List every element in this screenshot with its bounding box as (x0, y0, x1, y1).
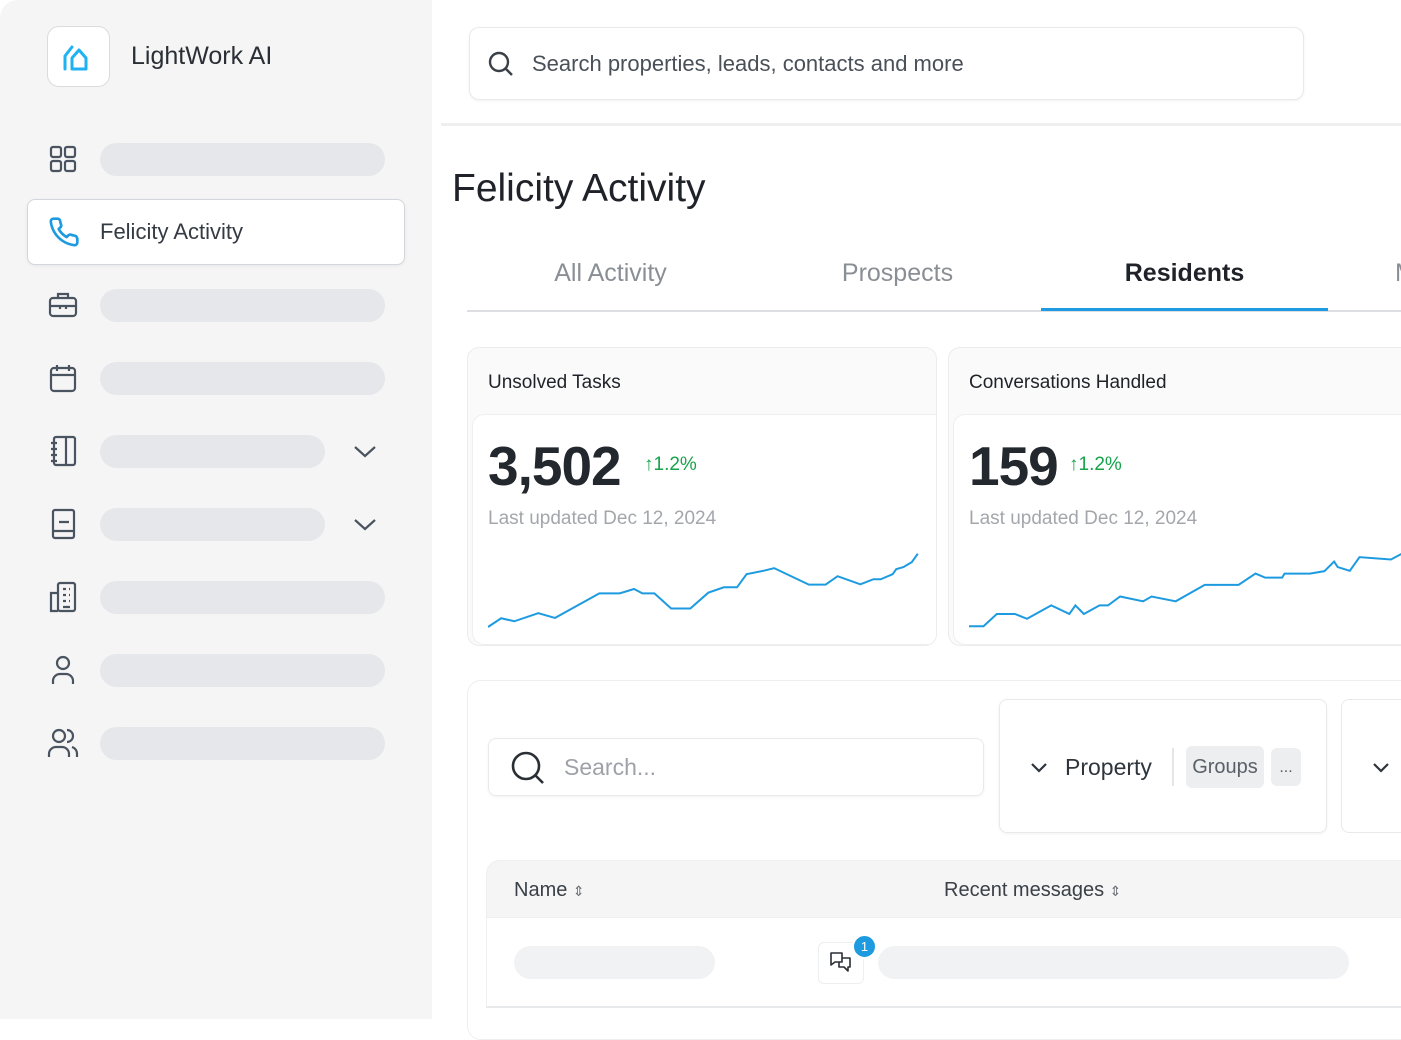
building-icon (47, 581, 79, 613)
book-icon (47, 508, 79, 540)
sparkline-conversations-handled (969, 552, 1401, 628)
chevron-down-icon[interactable] (352, 511, 378, 537)
tab-bar: All Activity Prospects Residents M (467, 245, 1401, 312)
stat-value: 159 (969, 435, 1059, 497)
table-row[interactable]: 1 (486, 918, 1401, 1008)
sidebar-item-placeholder[interactable] (100, 289, 385, 322)
column-header-name[interactable]: Name ⇕ (514, 879, 585, 902)
arrow-up-icon: ↑ (1069, 454, 1079, 475)
active-tab-indicator (1041, 308, 1328, 311)
sidebar-item-label: Felicity Activity (100, 219, 244, 244)
name-placeholder (514, 946, 715, 979)
sidebar-item-building[interactable] (47, 581, 79, 613)
stat-body (953, 414, 1401, 645)
sidebar-item-placeholder[interactable] (100, 654, 385, 687)
tab-prospects[interactable]: Prospects (841, 259, 954, 287)
secondary-filter[interactable] (1341, 699, 1401, 833)
page-title: Felicity Activity (452, 167, 706, 210)
sidebar-item-notebook[interactable] (47, 435, 79, 467)
search-placeholder: Search... (564, 754, 657, 780)
table-search-input[interactable]: Search... (488, 738, 984, 796)
sidebar-item-book[interactable] (47, 508, 79, 540)
grid-icon (47, 143, 79, 175)
global-search-input[interactable]: Search properties, leads, contacts and m… (469, 27, 1304, 100)
sort-icon: ⇕ (572, 883, 585, 899)
stat-updated: Last updated Dec 12, 2024 (488, 508, 717, 529)
stat-delta-value: 1.2% (1078, 454, 1122, 475)
stat-delta: ↑1.2% (644, 454, 697, 476)
chat-bubbles-icon (830, 952, 851, 972)
sidebar-item-dashboard[interactable] (47, 143, 79, 175)
notebook-icon (47, 435, 79, 467)
unread-badge: 1 (852, 934, 877, 959)
stat-title: Conversations Handled (969, 372, 1167, 393)
briefcase-icon (47, 289, 79, 321)
column-header-recent-messages[interactable]: Recent messages ⇕ (944, 879, 1121, 902)
tab-residents[interactable]: Residents (1124, 259, 1245, 287)
tab-all-activity[interactable]: All Activity (554, 259, 667, 287)
home-logo-icon (63, 45, 87, 70)
chevron-down-icon (1031, 763, 1047, 773)
sidebar-item-calendar[interactable] (47, 362, 79, 394)
sidebar-item-placeholder[interactable] (100, 435, 325, 468)
sidebar-item-placeholder[interactable] (100, 581, 385, 614)
sidebar-item-placeholder[interactable] (100, 362, 385, 395)
stat-delta-value: 1.2% (653, 454, 697, 475)
filter-separator (1172, 748, 1174, 786)
phone-icon (48, 216, 80, 253)
chevron-down-icon (1373, 763, 1389, 773)
stat-value: 3,502 (488, 435, 622, 497)
stat-updated: Last updated Dec 12, 2024 (969, 508, 1198, 529)
arrow-up-icon: ↑ (644, 454, 654, 475)
header-divider (441, 123, 1401, 126)
users-icon (47, 727, 79, 759)
sidebar-item-felicity-activity[interactable]: Felicity Activity (27, 199, 405, 265)
stat-card-unsolved-tasks: Unsolved Tasks 3,502 ↑1.2% Last updated … (467, 347, 937, 646)
sidebar-item-placeholder[interactable] (100, 508, 325, 541)
sidebar-item-users[interactable] (47, 727, 79, 759)
property-filter[interactable]: Property Groups ... (999, 699, 1327, 833)
search-placeholder: Search properties, leads, contacts and m… (532, 51, 964, 76)
calendar-icon (47, 362, 79, 394)
column-label: Recent messages (944, 879, 1105, 901)
search-icon (511, 751, 544, 784)
stat-card-conversations-handled: Conversations Handled 159 ↑1.2% Last upd… (948, 347, 1401, 646)
sort-icon: ⇕ (1109, 883, 1122, 899)
tab-more[interactable]: M (1395, 259, 1401, 288)
stat-body (472, 414, 936, 645)
more-chip[interactable]: ... (1271, 748, 1301, 786)
chevron-down-icon[interactable] (352, 438, 378, 464)
sparkline-unsolved-tasks (488, 552, 919, 628)
message-placeholder (878, 946, 1349, 979)
sidebar-item-placeholder[interactable] (100, 727, 385, 760)
sidebar-item-placeholder[interactable] (100, 143, 385, 176)
property-label: Property (1065, 754, 1152, 780)
sidebar-item-briefcase[interactable] (47, 289, 79, 321)
sidebar-item-user[interactable] (47, 654, 79, 686)
user-icon (47, 654, 79, 686)
column-label: Name (514, 879, 568, 901)
groups-chip[interactable]: Groups (1186, 746, 1264, 788)
sidebar: LightWork AI Felicity Activity (0, 0, 432, 1019)
stat-delta: ↑1.2% (1069, 454, 1122, 476)
stat-title: Unsolved Tasks (488, 372, 621, 393)
search-icon (488, 51, 513, 76)
brand-name: LightWork AI (131, 42, 273, 70)
logo[interactable] (47, 26, 110, 87)
table-header: Name ⇕ Recent messages ⇕ (486, 860, 1401, 918)
